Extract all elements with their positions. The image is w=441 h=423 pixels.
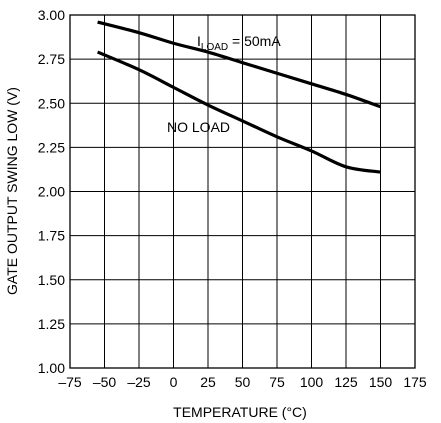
- x-tick-label: 50: [235, 374, 251, 390]
- annotation-iload-rest: = 50mA: [228, 33, 281, 49]
- x-tick-label: 125: [334, 374, 358, 390]
- annotation-iload: ILOAD = 50mA: [197, 33, 281, 53]
- x-tick-label: 75: [269, 374, 285, 390]
- x-tick-label: –75: [58, 374, 82, 390]
- y-tick-label: 2.50: [38, 95, 65, 111]
- y-tick-label: 2.75: [38, 51, 65, 67]
- annotation-iload-main: I: [197, 33, 201, 49]
- y-tick-label: 1.25: [38, 316, 65, 332]
- y-tick-label: 1.50: [38, 272, 65, 288]
- y-tick-label: 2.00: [38, 184, 65, 200]
- x-tick-label: 100: [300, 374, 324, 390]
- series-line-iload-50ma: [97, 20, 382, 109]
- x-axis-label: TEMPERATURE (°C): [173, 404, 307, 420]
- x-tick-label: –25: [127, 374, 151, 390]
- series-line-no-load: [96, 50, 381, 174]
- plot-frame: [69, 14, 416, 369]
- annotation-iload-sub: LOAD: [201, 42, 228, 53]
- annotation-no-load: NO LOAD: [167, 119, 230, 135]
- x-tick-label: 150: [369, 374, 393, 390]
- grid: [69, 14, 416, 369]
- tick-labels: –75 –50 –25 0 25 50 75 100 125 150 175 1.00 1.25 1.50…: [38, 7, 427, 390]
- x-tick-label: 175: [403, 374, 427, 390]
- series-curves: [96, 20, 382, 174]
- y-tick-label: 2.25: [38, 139, 65, 155]
- x-tick-label: 0: [170, 374, 178, 390]
- y-tick-label: 1.75: [38, 228, 65, 244]
- x-tick-label: 25: [200, 374, 216, 390]
- y-axis-label: GATE OUTPUT SWING LOW (V): [4, 87, 20, 295]
- y-tick-label: 1.00: [38, 360, 65, 376]
- x-tick-label: –50: [93, 374, 117, 390]
- y-tick-label: 3.00: [38, 7, 65, 23]
